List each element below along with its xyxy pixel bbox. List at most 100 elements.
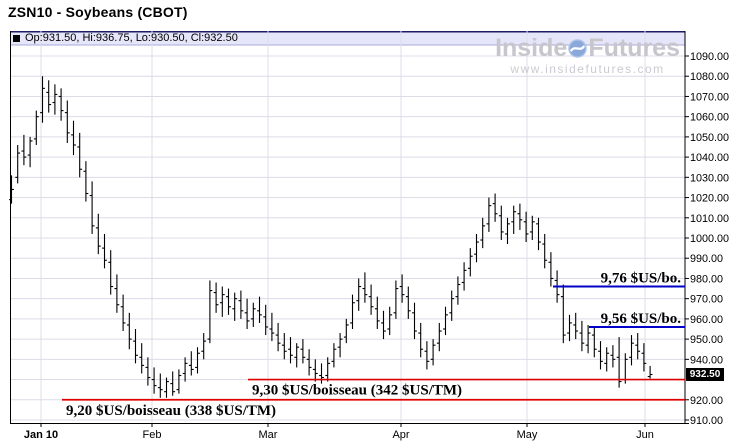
ohlc-bar — [52, 84, 58, 115]
ohlc-bar — [46, 80, 52, 113]
ohlc-bar — [306, 349, 312, 376]
y-tick-label-980: 980.00 — [690, 273, 723, 285]
y-tick-label-1010: 1010.00 — [690, 213, 729, 225]
ohlc-bar — [145, 357, 151, 386]
ohlc-bar — [498, 205, 504, 241]
annotation-label-level-930: 9,30 $US/boisseau (342 $US/TM) — [252, 383, 462, 399]
ohlc-bar — [374, 296, 380, 329]
ohlc-bar — [412, 302, 417, 340]
y-tick-label-920: 920.00 — [690, 395, 723, 407]
ohlc-bar — [393, 280, 399, 319]
x-tick-label-jun: Jun — [636, 429, 654, 441]
ohlc-bar — [102, 233, 107, 269]
ohlc-bar — [257, 296, 262, 323]
ohlc-bar — [529, 215, 535, 241]
ohlc-bar — [387, 306, 393, 336]
ohlc-bar — [511, 205, 517, 234]
ohlc-bar — [170, 371, 176, 396]
ohlc-bar — [71, 120, 76, 156]
ohlc-bar — [424, 341, 430, 370]
ohlc-bar — [368, 284, 374, 315]
ohlc-bar — [405, 286, 411, 319]
ohlc-bar — [548, 252, 554, 287]
ohlc-bar — [89, 181, 95, 234]
ohlc-bar — [598, 341, 603, 370]
y-tick-label-940: 940.00 — [690, 354, 723, 366]
y-tick-label-1080: 1080.00 — [690, 71, 729, 83]
ohlc-bar — [95, 213, 101, 255]
ohlc-bar — [188, 351, 194, 376]
ohlc-bar — [455, 276, 461, 305]
ohlc-bar — [176, 369, 182, 394]
ohlc-bar — [64, 100, 70, 143]
ohlc-bar — [288, 337, 293, 364]
ohlc-bar — [319, 363, 324, 384]
ohlc-bar — [610, 345, 616, 368]
ohlc-bar — [33, 110, 39, 145]
current-price-tag: 932.50 — [686, 368, 724, 381]
ohlc-bar — [201, 333, 207, 360]
ohlc-bar — [263, 304, 269, 336]
ohlc-bar — [480, 217, 486, 249]
annotation-label-level-920: 9,20 $US/boisseau (338 $US/TM) — [66, 403, 276, 419]
ohlc-bar — [467, 248, 473, 277]
ohlc-bar — [126, 312, 132, 350]
y-tick-label-1030: 1030.00 — [690, 172, 729, 184]
x-tick-label-feb: Feb — [143, 429, 162, 441]
ohlc-bar — [343, 318, 349, 344]
ohlc-bar — [275, 322, 281, 352]
ohlc-bar — [591, 326, 597, 358]
x-tick-label-may: May — [517, 429, 538, 441]
ohlc-bar — [157, 373, 163, 398]
ohlc-bar — [207, 280, 213, 344]
ohlc-bar — [232, 292, 238, 321]
ohlc-bar — [269, 312, 275, 342]
ohlc-bar — [83, 161, 89, 202]
ohlc-bar — [27, 136, 33, 168]
x-tick-label-mar: Mar — [259, 429, 278, 441]
y-tick-label-960: 960.00 — [690, 314, 723, 326]
ohlc-bar — [579, 320, 585, 352]
y-tick-label-1020: 1020.00 — [690, 193, 729, 205]
ohlc-bar — [77, 132, 83, 178]
ohlc-bar — [399, 274, 405, 303]
ohlc-bar — [641, 343, 647, 372]
ohlc-bar — [474, 233, 479, 263]
ohlc-bar — [281, 333, 287, 360]
ohlc-bar — [300, 339, 306, 364]
ohlc-bar — [418, 322, 424, 358]
ohlc-bar — [505, 217, 510, 245]
ohlc-bar — [350, 294, 355, 329]
x-tick-label-jan-10: Jan 10 — [24, 429, 58, 441]
chart-title: ZSN10 - Soybeans (CBOT) — [8, 4, 188, 20]
ohlc-bar — [108, 250, 114, 295]
ohlc-bar — [629, 335, 634, 366]
ohlc-bar — [381, 310, 386, 340]
ohlc-bar — [244, 298, 250, 329]
y-tick-label-1090: 1090.00 — [690, 51, 729, 63]
ohlc-bar — [213, 282, 219, 313]
ohlc-bar — [219, 286, 225, 317]
ohlc-bar — [356, 278, 362, 311]
ohlc-bar — [15, 144, 21, 184]
ohlc-bar — [604, 347, 610, 372]
y-tick-label-1040: 1040.00 — [690, 152, 729, 164]
ohlc-bar — [250, 302, 256, 327]
ohlc-bar — [523, 211, 529, 243]
y-tick-label-1060: 1060.00 — [690, 112, 729, 124]
y-tick-label-1070: 1070.00 — [690, 91, 729, 103]
ohlc-bar — [133, 329, 138, 364]
ohlc-bar — [40, 76, 45, 123]
ohlc-bar — [331, 343, 337, 368]
ohlc-bar — [294, 343, 300, 368]
y-tick-label-1050: 1050.00 — [690, 132, 729, 144]
legend-strip-bg — [10, 31, 685, 45]
ohlc-bar — [325, 357, 331, 382]
ohlc-bar — [430, 339, 436, 366]
ohlc-bar — [492, 193, 498, 222]
x-tick-label-apr: Apr — [392, 429, 409, 441]
ohlc-bar — [567, 314, 572, 342]
ohlc-bar — [362, 272, 368, 303]
ohlc-bar — [164, 377, 169, 398]
